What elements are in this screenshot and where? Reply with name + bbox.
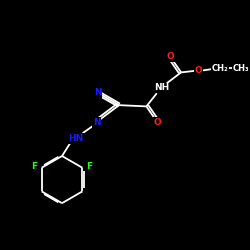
Text: F: F bbox=[32, 162, 38, 171]
Text: F: F bbox=[86, 162, 92, 171]
Text: N: N bbox=[93, 118, 100, 127]
Text: O: O bbox=[154, 118, 162, 127]
Text: N: N bbox=[94, 88, 102, 97]
Text: O: O bbox=[194, 66, 202, 75]
Text: CH₃: CH₃ bbox=[232, 64, 249, 73]
Text: NH: NH bbox=[154, 83, 169, 92]
Text: CH₂: CH₂ bbox=[211, 64, 228, 73]
Text: HN: HN bbox=[68, 134, 83, 143]
Text: O: O bbox=[166, 52, 174, 61]
